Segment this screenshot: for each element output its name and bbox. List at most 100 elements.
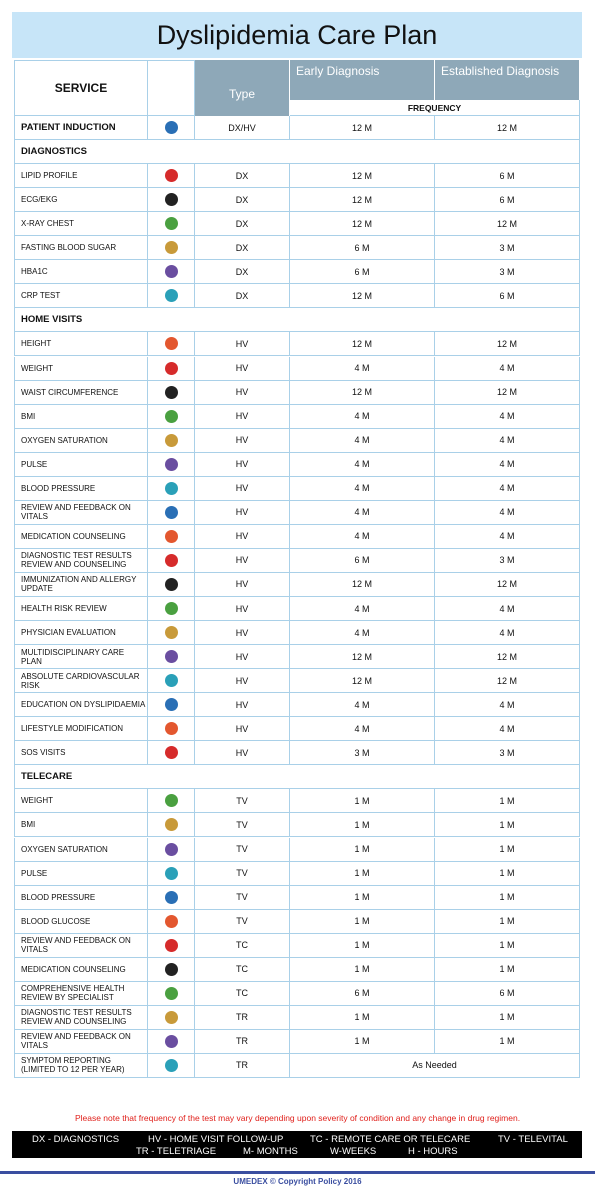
- frequency-established: 1 M: [435, 885, 580, 910]
- service-icon: [148, 861, 195, 886]
- icon: [164, 938, 178, 952]
- frequency-early: 4 M: [290, 404, 435, 429]
- icon: [164, 577, 178, 591]
- icon: [164, 505, 178, 519]
- frequency-early: 1 M: [290, 933, 435, 958]
- section-heading: HOME VISITS: [14, 308, 580, 333]
- service-icon: [148, 524, 195, 549]
- header-service: SERVICE: [14, 60, 148, 116]
- icon: [164, 1058, 178, 1072]
- icon: [164, 890, 178, 904]
- frequency-early: 1 M: [290, 861, 435, 886]
- frequency-established: 4 M: [435, 452, 580, 477]
- service-name: EDUCATION ON DYSLIPIDAEMIA: [14, 693, 148, 718]
- icon: [164, 722, 178, 736]
- frequency-established: 4 M: [435, 597, 580, 622]
- service-icon: [148, 597, 195, 622]
- frequency-established: 4 M: [435, 428, 580, 453]
- frequency-early: 6 M: [290, 260, 435, 285]
- service-name: PULSE: [14, 861, 148, 886]
- service-type: TR: [195, 1029, 290, 1054]
- service-name: DIAGNOSTIC TEST RESULTS REVIEW AND COUNS…: [14, 1005, 148, 1030]
- service-icon: [148, 1029, 195, 1054]
- service-type: TR: [195, 1053, 290, 1078]
- frequency-established: 3 M: [435, 236, 580, 261]
- service-type: DX: [195, 260, 290, 285]
- service-name: IMMUNIZATION AND ALLERGY UPDATE: [14, 572, 148, 597]
- frequency-early: 4 M: [290, 452, 435, 477]
- service-type: HV: [195, 621, 290, 646]
- footer: UMEDEX © Copyright Policy 2016: [233, 1177, 362, 1186]
- frequency-established: 4 M: [435, 476, 580, 501]
- service-name: CRP TEST: [14, 284, 148, 309]
- section-heading: DIAGNOSTICS: [14, 140, 580, 165]
- service-type: HV: [195, 645, 290, 670]
- icon: [164, 433, 178, 447]
- frequency-early: 12 M: [290, 212, 435, 237]
- service-type: HV: [195, 669, 290, 694]
- frequency-label: FREQUENCY: [290, 100, 580, 116]
- legend: DX - DIAGNOSTICS HV - HOME VISIT FOLLOW-U…: [12, 1131, 582, 1158]
- icon: [164, 241, 178, 255]
- icon: [164, 698, 178, 712]
- service-icon: [148, 356, 195, 381]
- service-type: HV: [195, 380, 290, 405]
- frequency-early: 6 M: [290, 236, 435, 261]
- service-name: WAIST CIRCUMFERENCE: [14, 380, 148, 405]
- service-type: HV: [195, 500, 290, 525]
- service-type: HV: [195, 476, 290, 501]
- service-name: BLOOD GLUCOSE: [14, 909, 148, 934]
- icon: [164, 529, 178, 543]
- frequency-early: 4 M: [290, 356, 435, 381]
- frequency-established: 1 M: [435, 837, 580, 862]
- service-type: DX: [195, 164, 290, 189]
- frequency-established: 1 M: [435, 861, 580, 886]
- frequency-established: 12 M: [435, 212, 580, 237]
- frequency-established: 4 M: [435, 621, 580, 646]
- frequency-early: 1 M: [290, 789, 435, 814]
- service-icon: [148, 621, 195, 646]
- icon: [164, 265, 178, 279]
- service-type: HV: [195, 356, 290, 381]
- service-name: MULTIDISCIPLINARY CARE PLAN: [14, 645, 148, 670]
- service-type: TC: [195, 981, 290, 1006]
- service-icon: [148, 572, 195, 597]
- service-type: TV: [195, 861, 290, 886]
- icon: [164, 409, 178, 423]
- service-name: HEIGHT: [14, 332, 148, 357]
- frequency-early: 1 M: [290, 1005, 435, 1030]
- frequency-established: 12 M: [435, 669, 580, 694]
- header-established: Established Diagnosis: [435, 60, 580, 100]
- frequency-established: 3 M: [435, 548, 580, 573]
- section-heading: TELECARE: [14, 765, 580, 790]
- frequency-early: 12 M: [290, 645, 435, 670]
- service-name: LIPID PROFILE: [14, 164, 148, 189]
- icon: [164, 818, 178, 832]
- service-type: DX: [195, 212, 290, 237]
- legend-item: TR - TELETRIAGE: [136, 1146, 217, 1157]
- frequency-established: 6 M: [435, 188, 580, 213]
- service-icon: [148, 188, 195, 213]
- service-icon: [148, 645, 195, 670]
- frequency-early: 12 M: [290, 332, 435, 357]
- icon: [164, 602, 178, 616]
- service-type: HV: [195, 428, 290, 453]
- service-icon: [148, 837, 195, 862]
- service-name: MEDICATION COUNSELING: [14, 957, 148, 982]
- frequency-established: 12 M: [435, 116, 580, 141]
- service-name: OXYGEN SATURATION: [14, 837, 148, 862]
- frequency-early: 4 M: [290, 621, 435, 646]
- service-icon: [148, 548, 195, 573]
- frequency-early: 4 M: [290, 693, 435, 718]
- service-type: HV: [195, 404, 290, 429]
- service-icon: [148, 717, 195, 742]
- frequency-established: 6 M: [435, 981, 580, 1006]
- service-type: TR: [195, 1005, 290, 1030]
- legend-item: H - HOURS: [408, 1146, 458, 1157]
- header-early: Early Diagnosis: [290, 60, 435, 100]
- frequency-early: 4 M: [290, 597, 435, 622]
- frequency-early: 12 M: [290, 164, 435, 189]
- frequency-early: 12 M: [290, 380, 435, 405]
- icon: [164, 289, 178, 303]
- service-type: TV: [195, 909, 290, 934]
